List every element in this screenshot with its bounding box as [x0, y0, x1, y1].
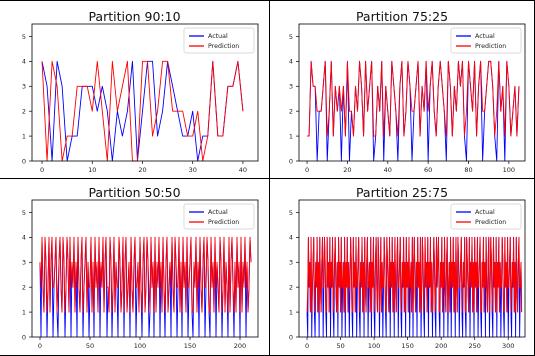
y-tick-label: 1: [22, 132, 26, 140]
x-tick-label: 200: [234, 342, 246, 350]
legend-box: [183, 203, 255, 230]
x-tick-label: 150: [401, 342, 413, 350]
y-tick-label: 1: [289, 308, 293, 316]
x-tick-label: 0: [38, 342, 42, 350]
legend-label-prediction: Prediction: [475, 43, 506, 50]
chart-title: Partition 50:50: [88, 185, 181, 200]
x-tick-label: 30: [189, 166, 197, 174]
series-line-prediction: [306, 236, 523, 313]
x-tick-label: 100: [368, 342, 380, 350]
y-tick-label: 0: [289, 157, 293, 165]
x-tick-label: 0: [40, 166, 44, 174]
legend-box: [183, 27, 255, 54]
y-tick-label: 4: [289, 58, 293, 66]
panel-3: Partition 50:50 0 50 100 150 200 0 1 2 3 4 5 Actual…: [0, 178, 269, 356]
x-tick-label: 50: [336, 342, 344, 350]
y-tick-label: 4: [289, 234, 293, 242]
y-tick-label: 5: [289, 209, 293, 217]
x-tick-label: 200: [435, 342, 447, 350]
y-tick-label: 0: [22, 333, 26, 341]
y-tick-label: 2: [289, 283, 293, 291]
series-line-prediction: [307, 60, 520, 137]
legend-label-actual: Actual: [208, 33, 228, 40]
y-tick-label: 2: [22, 107, 26, 115]
y-tick-label: 3: [22, 259, 26, 267]
series-line-prediction: [39, 236, 252, 313]
chart-svg: 0 50 100 150 200 250 300 0 1 2 3 4 5 Actual Prediction: [289, 199, 526, 350]
legend-label-prediction: Prediction: [208, 219, 239, 226]
plot-frame: [31, 199, 259, 338]
legend-box: [450, 27, 522, 54]
x-tick-label: 80: [464, 166, 472, 174]
y-tick-label: 5: [22, 209, 26, 217]
legend-box: [450, 203, 522, 230]
series-line-actual: [307, 60, 520, 162]
x-tick-label: 100: [503, 166, 515, 174]
plot-frame: [298, 199, 526, 338]
y-tick-label: 1: [289, 132, 293, 140]
legend-label-actual: Actual: [475, 33, 495, 40]
y-tick-label: 3: [22, 83, 26, 91]
plot-frame: [31, 23, 259, 162]
x-tick-label: 40: [384, 166, 392, 174]
legend-label-actual: Actual: [208, 209, 228, 216]
chart-svg: 0 50 100 150 200 0 1 2 3 4 5 Actual Prediction: [22, 199, 259, 350]
x-tick-label: 250: [468, 342, 480, 350]
legend-label-prediction: Prediction: [475, 219, 506, 226]
x-tick-label: 300: [502, 342, 514, 350]
series-line-prediction: [41, 60, 244, 162]
x-tick-label: 60: [424, 166, 432, 174]
series-line-actual: [41, 60, 244, 162]
y-tick-label: 4: [22, 58, 26, 66]
chart-title: Partition 25:75: [355, 185, 449, 200]
chart-title: Partition 75:25: [355, 9, 449, 24]
chart-svg: 0 20 40 60 80 100 0 1 2 3 4 5 Actual Prediction: [289, 23, 526, 174]
panel-4: Partition 25:75 0 50 100 150 200 250 300 0 1 2 3 4 5…: [269, 178, 535, 356]
y-tick-label: 2: [22, 283, 26, 291]
y-tick-label: 0: [289, 333, 293, 341]
panel-2: Partition 75:25 0 20 40 60 80 100 0 1 2 3 4 5 Actual…: [269, 0, 535, 178]
chart-title: Partition 90:10: [88, 9, 181, 24]
grid-middle-horizontal-divider: [0, 178, 535, 179]
x-tick-label: 20: [343, 166, 351, 174]
chart-svg: 0 10 20 30 40 0 1 2 3 4 5 Actual Prediction: [22, 23, 259, 174]
y-tick-label: 3: [289, 83, 293, 91]
legend-label-actual: Actual: [475, 209, 495, 216]
panel-1: Partition 90:10 0 10 20 30 40 0 1 2 3 4 5 Actual Pre…: [0, 0, 269, 178]
x-tick-label: 20: [138, 166, 146, 174]
x-tick-label: 50: [86, 342, 94, 350]
plot-frame: [298, 23, 526, 162]
x-tick-label: 40: [239, 166, 247, 174]
legend-label-prediction: Prediction: [208, 43, 239, 50]
y-tick-label: 3: [289, 259, 293, 267]
x-tick-label: 0: [305, 342, 309, 350]
y-tick-label: 1: [22, 308, 26, 316]
y-tick-label: 0: [22, 157, 26, 165]
y-tick-label: 5: [22, 33, 26, 41]
x-tick-label: 10: [88, 166, 96, 174]
x-tick-label: 150: [184, 342, 196, 350]
y-tick-label: 4: [22, 234, 26, 242]
y-tick-label: 2: [289, 107, 293, 115]
grid-top-border: [0, 0, 535, 1]
x-tick-label: 100: [134, 342, 146, 350]
x-tick-label: 0: [305, 166, 309, 174]
y-tick-label: 5: [289, 33, 293, 41]
grid-middle-vertical-divider: [269, 0, 270, 356]
